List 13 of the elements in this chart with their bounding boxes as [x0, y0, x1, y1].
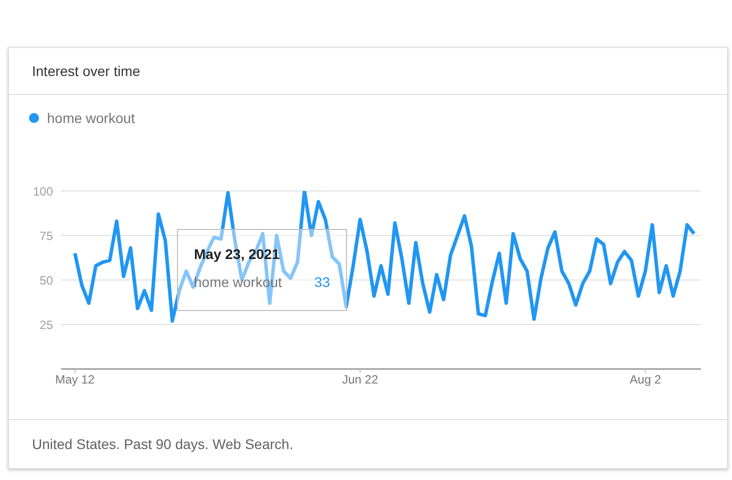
chart-title: Interest over time — [9, 48, 727, 95]
y-tick-label: 50 — [40, 273, 54, 288]
annotation: 33 — [314, 274, 330, 290]
x-tick-label: Jun 22 — [342, 372, 378, 387]
x-tick-label: May 12 — [55, 372, 95, 387]
y-tick-label: 75 — [40, 228, 54, 243]
annotation: May 23, 2021 — [194, 246, 281, 262]
legend-label: home workout — [47, 110, 135, 126]
text: United States. Past 90 days. Web Search. — [32, 436, 294, 452]
y-tick-label: 100 — [32, 184, 54, 198]
x-tick-label: Aug 2 — [630, 372, 662, 387]
line-series — [73, 191, 696, 323]
y-tick-label: 25 — [40, 318, 54, 332]
